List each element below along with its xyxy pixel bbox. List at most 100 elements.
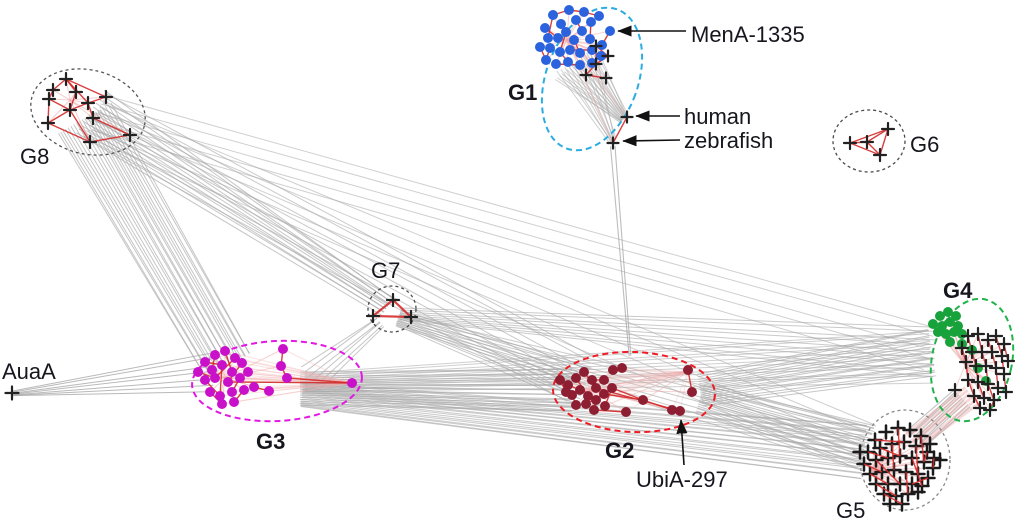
fan-edge: [566, 11, 585, 41]
edge: [315, 324, 383, 386]
label-g2: G2: [605, 438, 634, 463]
node-cross: [902, 422, 918, 438]
node-circle: [583, 391, 593, 401]
cluster-g8: [30, 68, 146, 156]
red-edge: [920, 435, 925, 463]
edge: [699, 343, 931, 387]
cluster-auaa-cross-nodes: [4, 385, 20, 401]
red-edge: [911, 477, 929, 485]
edge-bundle-auaa-to-g3: [12, 352, 215, 397]
node-circle: [608, 365, 618, 375]
node-cross: [85, 110, 101, 126]
edge: [396, 324, 866, 464]
node-circle: [220, 346, 230, 356]
node-circle: [217, 399, 227, 409]
node-circle: [941, 329, 951, 339]
edge: [13, 378, 213, 396]
edge: [98, 98, 392, 302]
node-circle: [210, 350, 220, 360]
edge: [697, 329, 929, 375]
edge: [92, 118, 579, 383]
edge: [88, 137, 857, 469]
cluster-g2: [552, 350, 716, 434]
red-edge: [65, 78, 107, 98]
annotation-zebrafish: zebrafish: [622, 128, 773, 153]
label-g8: G8: [20, 144, 49, 169]
red-edge: [69, 102, 89, 111]
edge: [81, 119, 227, 368]
fan-edge: [224, 350, 353, 384]
node-cross: [852, 444, 868, 460]
edge: [701, 369, 936, 402]
cluster-g4-cross-nodes: [947, 326, 1016, 418]
fan-edge: [571, 371, 689, 396]
red-edge: [47, 122, 91, 143]
edge: [97, 112, 930, 350]
node-cross: [859, 134, 875, 150]
node-circle: [683, 365, 693, 375]
fan-edge: [268, 382, 353, 392]
node-cross: [982, 402, 998, 418]
node-circle: [599, 375, 609, 385]
red-edge: [869, 473, 889, 485]
edge: [60, 131, 208, 379]
node-circle: [278, 344, 288, 354]
cluster-g2-circle-nodes: [555, 363, 697, 417]
fan-edge: [621, 367, 689, 373]
edge: [300, 403, 862, 474]
edge: [12, 365, 212, 394]
node-circle: [949, 327, 959, 337]
node-circle: [575, 48, 585, 58]
node-cross: [403, 309, 419, 325]
cluster-g6-ellipse: [832, 109, 906, 173]
node-cross: [958, 354, 974, 370]
fan-edge: [69, 99, 94, 119]
node-cross: [41, 91, 57, 107]
edge: [101, 94, 394, 299]
node-cross: [606, 136, 620, 150]
cluster-g1-circle-nodes: [535, 5, 615, 70]
node-circle: [605, 26, 615, 36]
node-circle: [621, 407, 631, 417]
red-edge: [863, 463, 883, 473]
edge: [302, 391, 865, 450]
edge: [916, 402, 979, 451]
edge: [301, 400, 863, 468]
node-cross: [4, 385, 20, 401]
cluster-g3: [191, 339, 363, 423]
edge: [104, 106, 246, 357]
node-cross: [1000, 353, 1016, 369]
edge: [700, 396, 869, 448]
edge: [302, 389, 866, 441]
edge: [64, 129, 212, 376]
edge: [308, 321, 381, 377]
node-circle: [555, 47, 565, 57]
edge: [102, 94, 936, 329]
edge: [76, 122, 222, 371]
red-edge: [897, 427, 901, 457]
annotation-text: MenA-1335: [691, 22, 805, 47]
edge: [86, 116, 231, 366]
node-cross: [878, 424, 894, 440]
red-edge: [47, 109, 71, 124]
node-cross: [599, 71, 613, 85]
fan-edge: [282, 348, 353, 384]
node-cross: [990, 380, 1006, 396]
edge: [13, 370, 212, 395]
node-circle: [193, 367, 203, 377]
edge: [304, 348, 930, 382]
red-edge: [875, 459, 901, 485]
edge: [701, 393, 871, 442]
node-circle: [207, 365, 217, 375]
node-circle: [586, 17, 596, 27]
edge: [916, 397, 963, 442]
edge: [13, 391, 215, 397]
edge: [915, 399, 977, 449]
node-cross: [579, 68, 593, 82]
edge: [95, 111, 239, 361]
edge: [702, 389, 873, 436]
edge: [88, 115, 231, 365]
edge: [909, 390, 957, 435]
node-circle: [594, 11, 604, 21]
